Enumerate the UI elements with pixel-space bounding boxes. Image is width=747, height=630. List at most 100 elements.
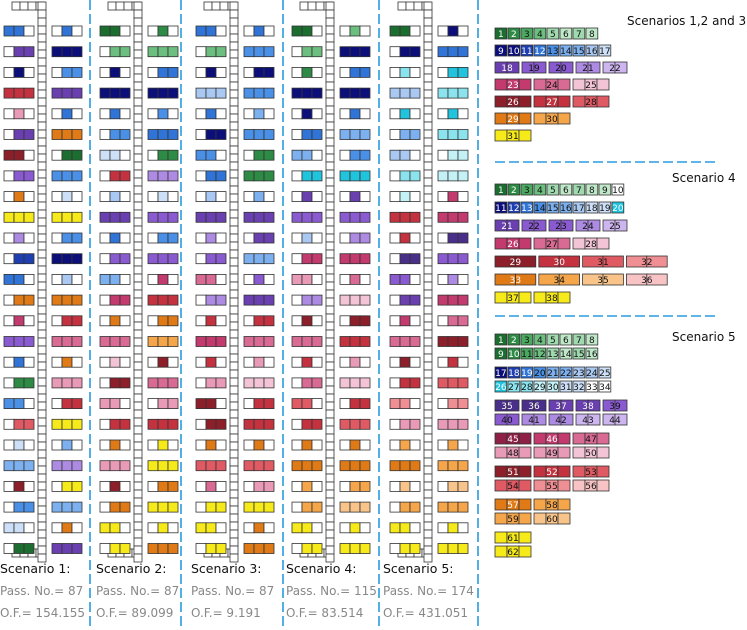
legend-seat-number: 4 — [537, 30, 543, 40]
seat — [409, 522, 421, 534]
seat — [399, 377, 411, 389]
aisle-cell — [423, 49, 433, 59]
legend-seat — [494, 44, 508, 57]
legend-title-scenario-5: Scenario 5 — [672, 330, 736, 344]
seat — [349, 253, 361, 265]
seat — [399, 294, 411, 306]
seat — [157, 501, 169, 513]
seat — [51, 87, 63, 99]
aisle-cell — [325, 449, 335, 459]
legend-seat-number: 21 — [582, 64, 593, 74]
seat — [99, 543, 111, 554]
seat — [263, 294, 275, 306]
seat — [195, 315, 207, 327]
seat — [263, 377, 275, 389]
aisle-cell — [229, 225, 239, 235]
aisle-cell — [325, 289, 335, 299]
seat — [71, 129, 83, 140]
aisle-cell — [37, 161, 47, 171]
legend-seat — [572, 95, 586, 108]
seat — [61, 294, 73, 306]
seat — [147, 149, 159, 161]
seat — [23, 170, 35, 182]
legend-seat — [572, 237, 586, 250]
seat — [157, 336, 169, 347]
aisle-cell — [229, 201, 239, 211]
seat — [71, 170, 83, 182]
legend-seat-number: 2 — [511, 30, 517, 40]
aisle-cell — [423, 129, 433, 139]
legend-seat — [559, 201, 573, 214]
aisle-cell — [423, 41, 433, 51]
seat — [23, 522, 35, 534]
seat — [147, 273, 159, 285]
seat — [13, 108, 25, 120]
seat — [339, 87, 351, 99]
seat — [253, 253, 265, 265]
seat — [99, 460, 111, 472]
seat — [447, 398, 459, 410]
aisle-cell — [423, 505, 433, 515]
seat — [291, 25, 303, 37]
aisle-cell — [229, 497, 239, 507]
aisle-cell — [229, 241, 239, 251]
seat — [195, 25, 207, 37]
seat — [99, 211, 111, 223]
seat — [195, 501, 207, 513]
aisle-cell — [325, 105, 335, 115]
aisle-cell — [37, 489, 47, 499]
aisle-cell — [229, 185, 239, 195]
seat — [167, 336, 179, 347]
aisle-cell — [423, 401, 433, 411]
aisle-cell — [229, 25, 239, 35]
seat — [291, 67, 303, 78]
seat — [311, 439, 323, 451]
aisle-cell — [423, 177, 433, 187]
aisle-cell — [133, 89, 143, 99]
legend-seat — [546, 333, 560, 346]
seat — [311, 294, 323, 306]
aisle-cell — [229, 521, 239, 531]
seat — [61, 191, 73, 203]
seat — [359, 377, 371, 389]
seat — [409, 315, 421, 327]
seat — [399, 460, 411, 472]
aisle-cell — [325, 233, 335, 243]
legend-seat-number: 21 — [547, 369, 558, 379]
aisle-cell — [133, 209, 143, 219]
seat — [457, 294, 469, 306]
seat — [147, 67, 159, 78]
legend-seat — [533, 201, 547, 214]
seat — [409, 398, 421, 410]
aisle-cell — [229, 369, 239, 379]
seat — [147, 87, 159, 99]
aisle-cell — [133, 505, 143, 515]
seat — [215, 46, 227, 58]
aisle-cell — [133, 25, 143, 35]
seat — [71, 398, 83, 410]
seat — [13, 25, 25, 37]
legend-seat — [587, 61, 601, 74]
seat — [389, 211, 401, 223]
seat — [3, 87, 15, 99]
seat — [253, 46, 265, 58]
aisle-cell — [229, 145, 239, 155]
legend-seat-number: 18 — [501, 64, 513, 74]
legend-seat — [596, 446, 610, 459]
aisle-cell — [133, 393, 143, 403]
aisle-cell — [325, 81, 335, 91]
seat — [399, 501, 411, 513]
seat — [263, 191, 275, 203]
seat — [243, 543, 255, 554]
seat — [339, 67, 351, 78]
seat — [157, 480, 169, 492]
aisle-cell — [37, 393, 47, 403]
seat — [243, 377, 255, 389]
seat — [359, 211, 371, 223]
seat — [339, 170, 351, 182]
seat-strip-cell — [307, 1, 317, 11]
seat — [253, 87, 265, 99]
seat — [215, 232, 227, 244]
aisle-cell — [133, 281, 143, 291]
legend-seat — [557, 237, 571, 250]
